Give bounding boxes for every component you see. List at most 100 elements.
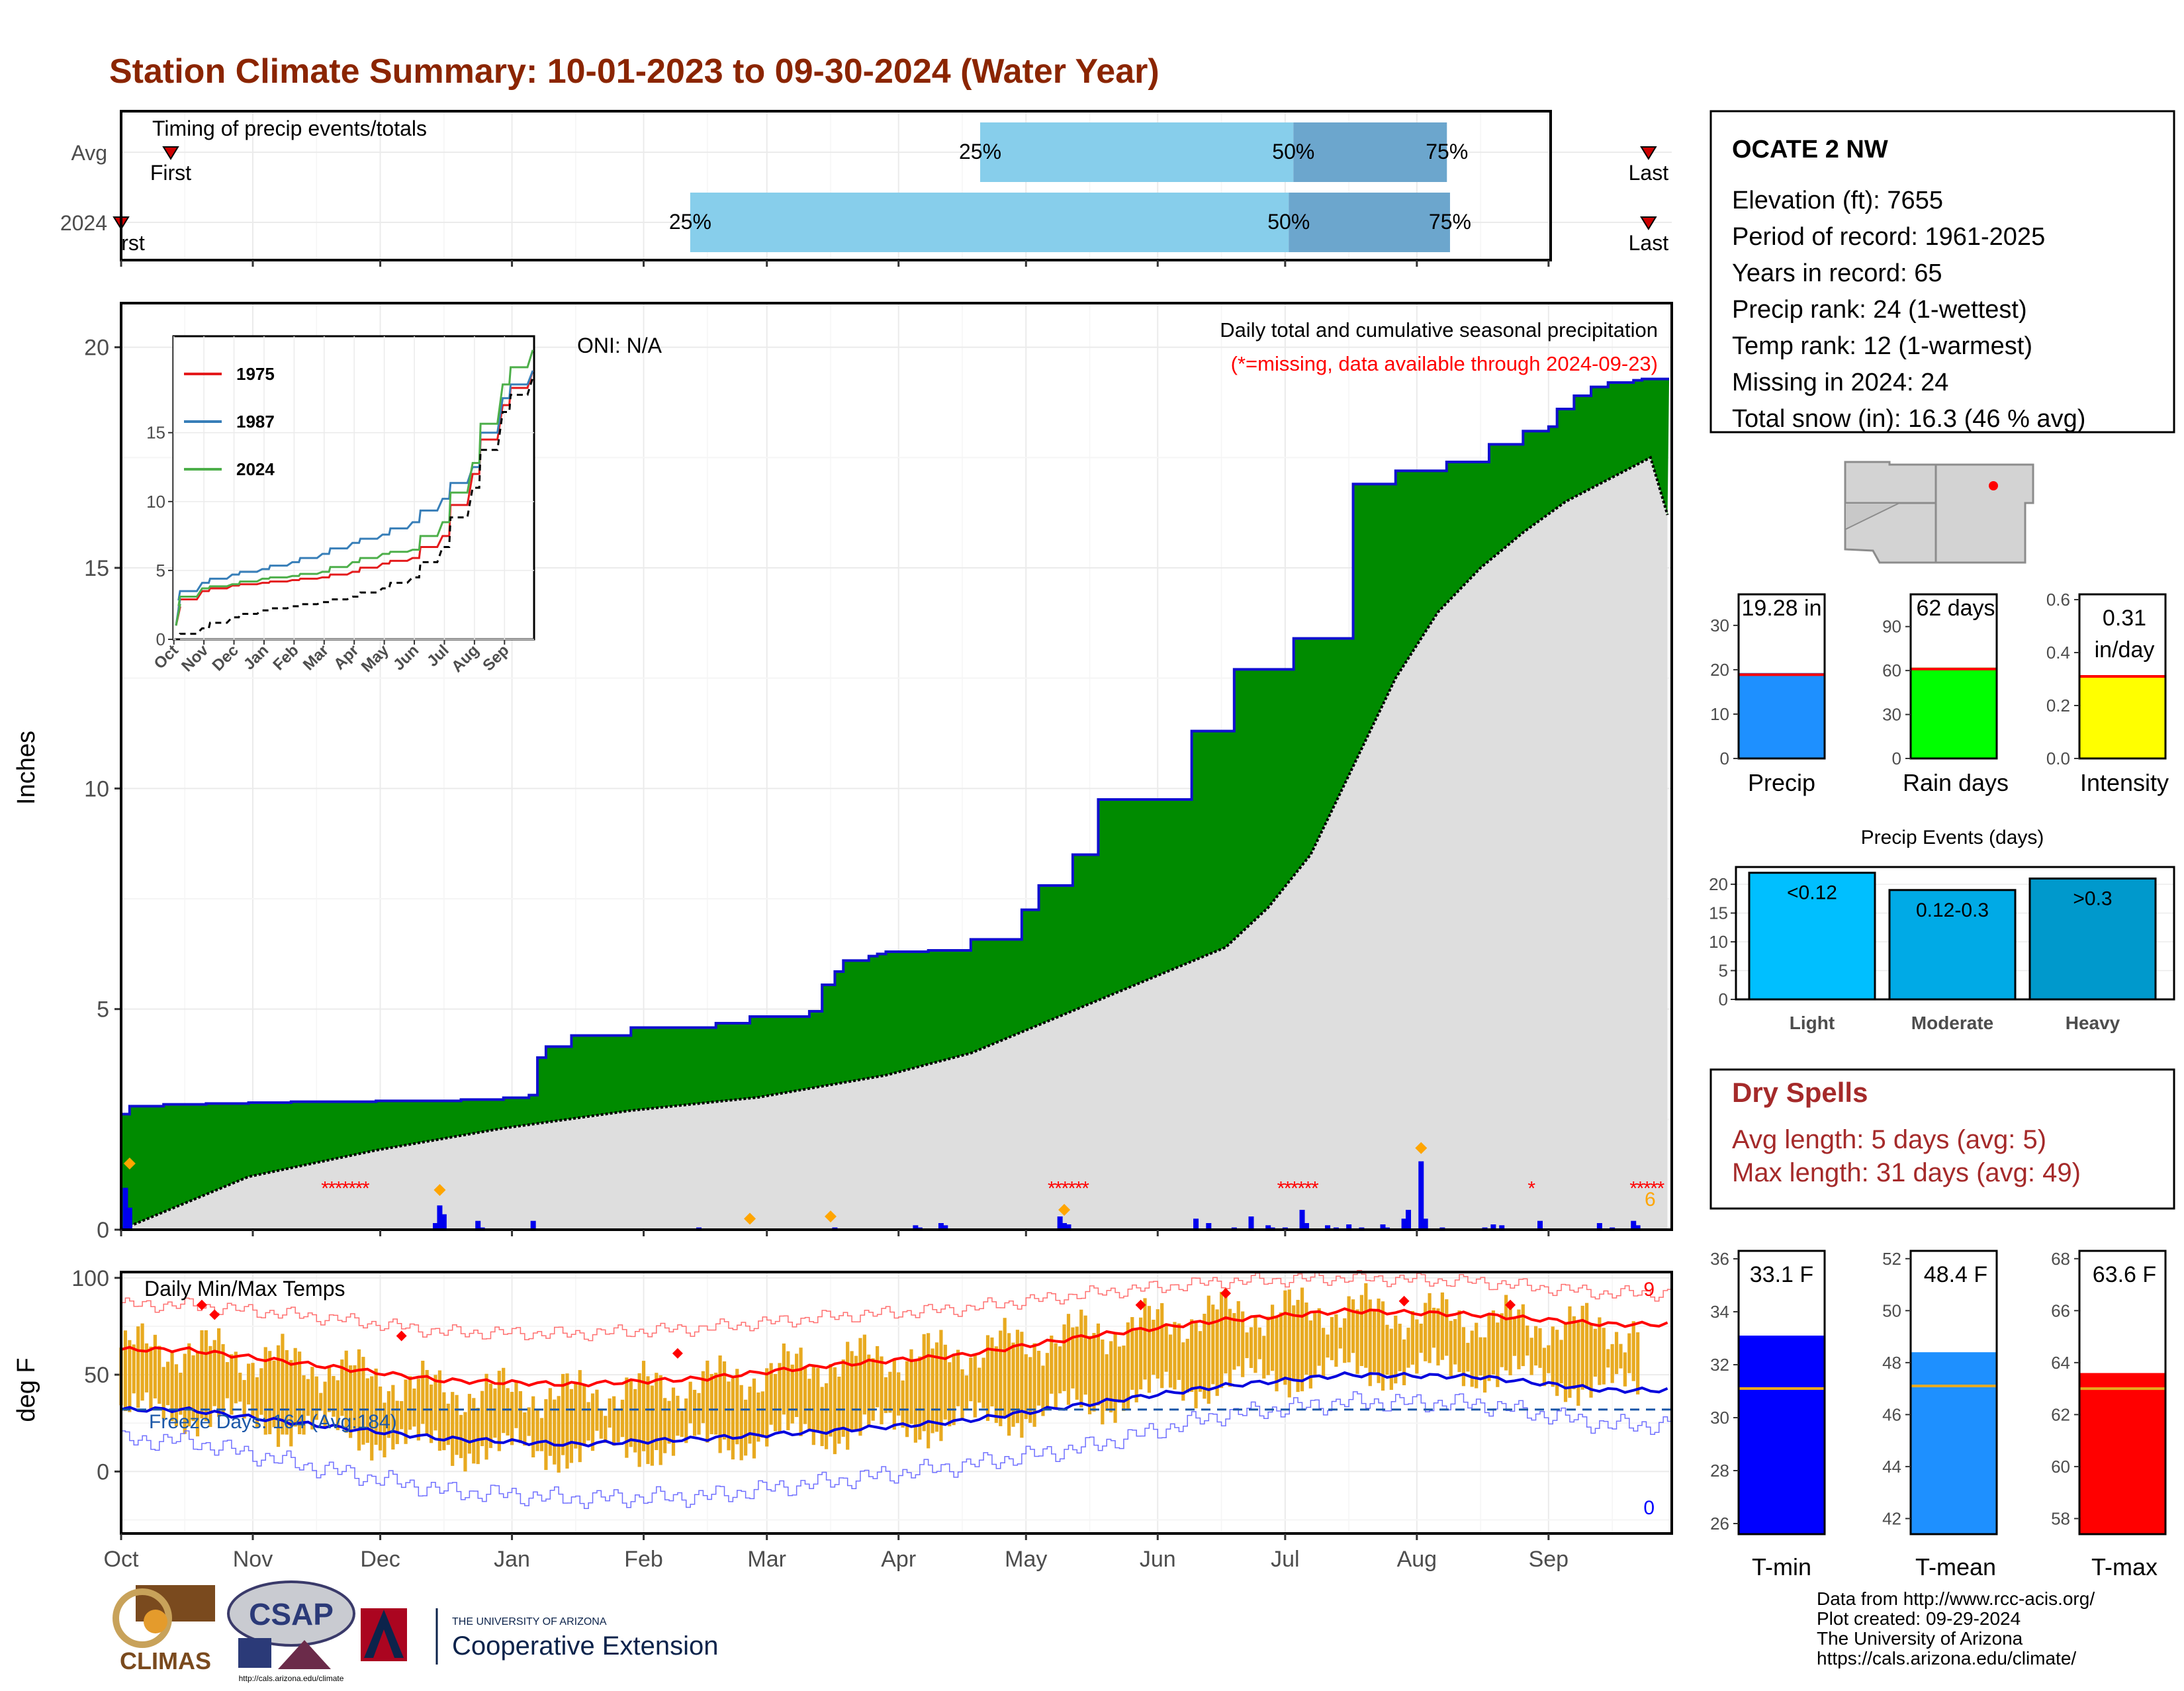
daily-temp-bar (973, 1354, 977, 1418)
daily-temp-bar (939, 1330, 943, 1441)
temp-bar-tick-label: 62 (2051, 1404, 2070, 1424)
daily-temp-bar (612, 1396, 616, 1446)
daily-temp-bar (646, 1376, 650, 1465)
daily-temp-bar (680, 1410, 684, 1438)
daily-temp-bar (1410, 1310, 1415, 1365)
daily-temp-bar (1122, 1346, 1126, 1411)
daily-temp-bar (1580, 1305, 1584, 1390)
events-tick-label: 0 (1719, 989, 1728, 1009)
daily-temp-bar (922, 1334, 926, 1432)
tmax-label: T-max (2091, 1553, 2158, 1580)
credit-url: https://cals.arizona.edu/climate/ (1817, 1648, 2076, 1668)
daily-temp-bar (221, 1344, 225, 1413)
daily-temp-bar (1576, 1322, 1580, 1406)
daily-temp-bar (1355, 1309, 1359, 1374)
temp-bar-tick-label: 36 (1710, 1249, 1729, 1269)
temp-bar-tick-label: 42 (1882, 1508, 1901, 1528)
daily-temp-bar (1160, 1303, 1164, 1389)
daily-temp-bar (1623, 1352, 1627, 1387)
precip-events-title: Precip Events (days) (1861, 827, 2044, 848)
month-label: Nov (233, 1547, 273, 1572)
record-lows-count: 0 (1643, 1497, 1655, 1519)
daily-temp-bar (934, 1342, 939, 1432)
event-category-label: Moderate (1911, 1013, 1993, 1033)
ua-small-text: THE UNIVERSITY OF ARIZONA (452, 1616, 607, 1627)
daily-temp-bar (1181, 1342, 1185, 1401)
daily-temp-bar (1253, 1315, 1257, 1373)
daily-temp-bar (850, 1351, 854, 1430)
summary-bar-tick-label: 0.0 (2046, 749, 2070, 768)
summary-bar-tick-label: 90 (1882, 617, 1901, 637)
daily-temp-bar (604, 1416, 608, 1443)
daily-temp-bar (1313, 1312, 1317, 1375)
credit-university: The University of Arizona (1817, 1628, 2023, 1649)
daily-temp-bar (416, 1379, 420, 1441)
precip-label: Precip (1748, 769, 1815, 796)
freeze-days-label: Freeze Days: 164 (Avg:184) (149, 1411, 397, 1433)
daily-temp-bar (1394, 1315, 1398, 1384)
station-years: Years in record: 65 (1732, 259, 1942, 287)
daily-temp-bar (281, 1334, 285, 1435)
daily-temp-bar (663, 1398, 667, 1453)
month-label: Jan (494, 1547, 530, 1572)
daily-temp-bar (161, 1367, 165, 1419)
daily-temp-bar (1266, 1316, 1270, 1375)
first-event-marker (162, 146, 179, 160)
inset-legend-label: 2024 (236, 459, 275, 479)
daily-temp-bar (913, 1360, 917, 1443)
daily-temp-bar (327, 1366, 332, 1412)
daily-temp-bar (1206, 1295, 1210, 1404)
daily-temp-bar (671, 1387, 676, 1456)
daily-temp-bar (969, 1357, 973, 1402)
daily-temp-bar (1203, 1314, 1206, 1399)
summary-bar-tick-label: 0.6 (2046, 590, 2070, 610)
daily-temp-bar (200, 1330, 204, 1419)
record-high-marker (396, 1330, 407, 1342)
inset-legend-label: 1987 (236, 412, 275, 432)
first-event-label: rst (121, 231, 145, 255)
summary-bar-rain-days (1911, 667, 1997, 758)
last-event-label: Last (1629, 161, 1669, 185)
precip-ytick-label: 10 (84, 776, 109, 801)
daily-temp-bar (242, 1380, 246, 1419)
daily-temp-bar (884, 1377, 888, 1414)
inset-ytick-label: 15 (146, 423, 165, 443)
daily-temp-bar (985, 1335, 990, 1421)
missing-data-marker: * (355, 1177, 363, 1199)
daily-temp-bar (1050, 1336, 1054, 1394)
daily-temp-bar (1036, 1350, 1041, 1406)
missing-data-marker: * (1629, 1177, 1637, 1199)
daily-temp-bar (1215, 1309, 1219, 1396)
daily-temp-bar (718, 1355, 722, 1453)
daily-temp-bar (858, 1338, 862, 1436)
temp-bar-tick-label: 50 (1882, 1301, 1901, 1320)
temp-bar-frame (1737, 1250, 1826, 1535)
daily-temp-bar (1109, 1341, 1113, 1413)
daily-temp-bar (1555, 1330, 1559, 1396)
temp-bar-tick-label: 58 (2051, 1508, 2070, 1528)
daily-temp-bar (790, 1364, 794, 1424)
daily-temp-bar (1487, 1315, 1491, 1381)
record-high-marker (1135, 1299, 1146, 1310)
daily-temp-bar (285, 1349, 289, 1435)
snow-marker (825, 1211, 837, 1222)
summary-bar-tick-label: 0 (1720, 749, 1729, 768)
daily-temp-bar (518, 1391, 523, 1443)
missing-data-marker: * (1304, 1177, 1312, 1199)
daily-precip-bar (1265, 1225, 1271, 1230)
precip-ytick-label: 5 (97, 997, 109, 1023)
daily-temp-bar (349, 1365, 353, 1438)
daily-temp-bar (816, 1367, 820, 1431)
daily-temp-bar (1262, 1336, 1266, 1379)
daily-temp-bar (488, 1383, 493, 1448)
missing-data-marker: * (1075, 1177, 1083, 1199)
timing-bar-25-50 (980, 122, 1294, 182)
daily-temp-bar (897, 1372, 901, 1416)
daily-temp-bar (1219, 1291, 1224, 1389)
timing-bar-50-75 (1293, 122, 1447, 182)
daily-temp-bar (752, 1378, 756, 1459)
month-label: Jun (1140, 1547, 1176, 1572)
inset-ytick-label: 0 (156, 629, 165, 649)
daily-temp-bar (293, 1348, 297, 1427)
